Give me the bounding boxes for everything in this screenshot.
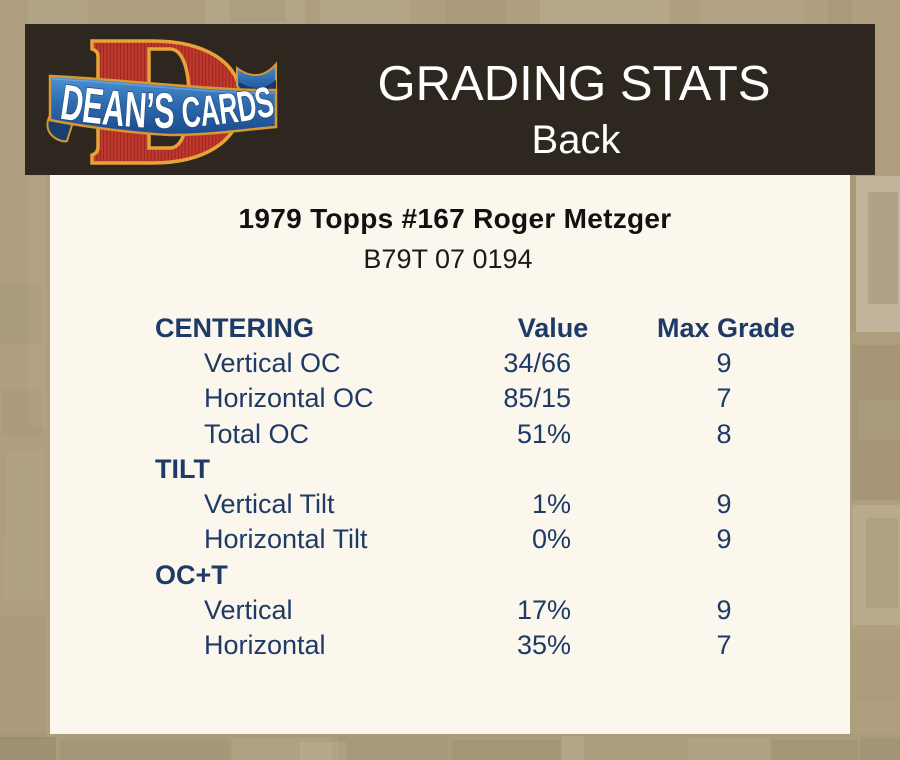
svg-text:DEAN’S: DEAN’S	[57, 74, 174, 139]
